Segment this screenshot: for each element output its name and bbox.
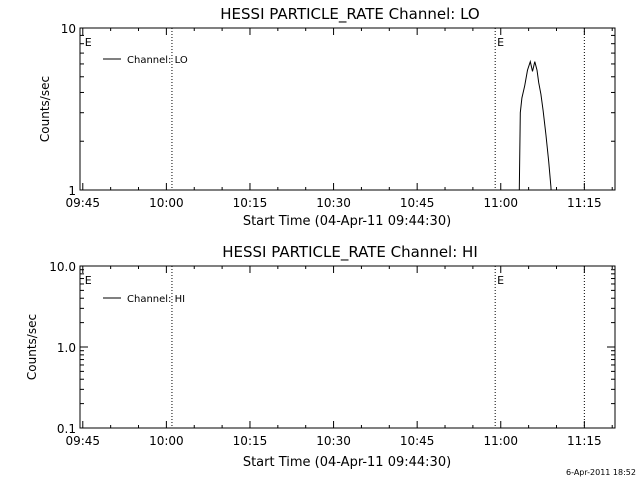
chart-title: HESSI PARTICLE_RATE Channel: HI <box>222 243 478 262</box>
legend: Channel: LO <box>103 55 188 66</box>
x-tick-label: 10:45 <box>400 196 435 210</box>
x-tick-label: 11:00 <box>483 434 518 448</box>
y-tick-label: 10 <box>61 22 76 36</box>
x-tick-label: 11:15 <box>567 196 602 210</box>
x-tick-label: 09:45 <box>65 196 100 210</box>
x-tick-label: 10:15 <box>233 196 268 210</box>
x-tick-label: 11:00 <box>483 196 518 210</box>
x-tick-label: 10:30 <box>316 196 351 210</box>
x-tick-label: 10:30 <box>316 434 351 448</box>
x-tick-label: 09:45 <box>65 434 100 448</box>
chart-marks: 09:45 10:00 10:15 10:30 10:45 11:00 11:15 1 10 E E <box>61 22 615 210</box>
y-axis-label: Counts/sec <box>38 76 52 142</box>
y-axis-label: Counts/sec <box>25 314 39 380</box>
x-tick-label: 10:45 <box>400 434 435 448</box>
y-tick-label: 1.0 <box>57 341 76 355</box>
y-tick-label: 0.1 <box>57 422 76 436</box>
x-axis-label: Start Time (04-Apr-11 09:44:30) <box>243 455 451 470</box>
x-axis-label: Start Time (04-Apr-11 09:44:30) <box>243 214 451 229</box>
render-timestamp: 6-Apr-2011 18:52 <box>566 468 636 477</box>
event-marker-label: E <box>497 274 504 287</box>
legend-label: Channel: HI <box>127 294 185 305</box>
event-marker-label: E <box>497 36 504 49</box>
event-marker-label: E <box>85 36 92 49</box>
x-tick-label: 10:15 <box>233 434 268 448</box>
x-tick-label: 10:00 <box>149 196 184 210</box>
x-tick-label: 10:00 <box>149 434 184 448</box>
chart-panel-lo: HESSI PARTICLE_RATE Channel: LO Counts/s… <box>38 5 616 229</box>
x-tick-label: 11:15 <box>567 434 602 448</box>
chart-panel-hi: HESSI PARTICLE_RATE Channel: HI Counts/s… <box>25 243 616 470</box>
legend-label: Channel: LO <box>127 55 188 66</box>
chart-title: HESSI PARTICLE_RATE Channel: LO <box>220 5 479 24</box>
y-tick-label: 1 <box>68 184 76 198</box>
y-tick-label: 10.0 <box>49 260 76 274</box>
plot-frame <box>79 27 616 191</box>
series-line <box>518 59 552 190</box>
chart-marks: 09:45 10:00 10:15 10:30 10:45 11:00 11:15 0.1 1.… <box>49 260 615 448</box>
legend: Channel: HI <box>103 294 185 305</box>
event-marker-label: E <box>85 274 92 287</box>
